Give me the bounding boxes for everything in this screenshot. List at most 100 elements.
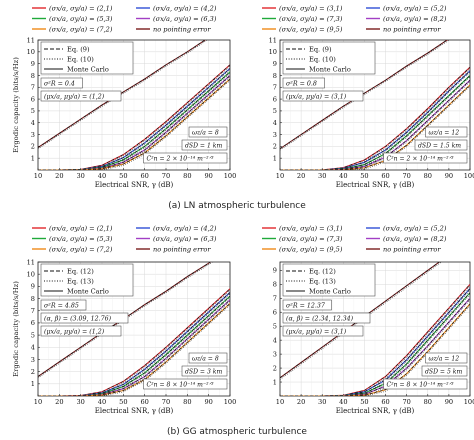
series-analytic-line — [280, 292, 470, 396]
y-tick-label: 5 — [273, 107, 277, 115]
y-tick-label: 6 — [273, 95, 277, 103]
y-tick-label: 8 — [31, 72, 35, 80]
legend-entry: (σx/a, σy/a) = (7,2) — [49, 25, 113, 33]
series-analytic-line — [280, 298, 470, 396]
param-box — [425, 126, 468, 138]
color-legend: (σx/a, σy/a) = (3,1) (σx/a, σy/a) = (5,2)… — [262, 4, 447, 33]
x-tick-label: 80 — [183, 172, 191, 180]
plot-frame — [279, 261, 471, 397]
param-text: σ²R = 12.37 — [286, 302, 325, 309]
x-tick-label: 30 — [318, 172, 326, 180]
chart-panel-4: (σx/a, σy/a) = (3,1) (σx/a, σy/a) = (5,2)… — [262, 224, 474, 415]
param-box — [181, 365, 228, 377]
param-box — [383, 378, 468, 390]
y-tick-label: 4 — [31, 119, 35, 127]
x-tick-label: 20 — [55, 172, 63, 180]
y-tick-label: 2 — [273, 143, 277, 151]
param-text: C²n = 2 × 10⁻¹⁴ m⁻²ᐟ³ — [147, 155, 215, 162]
x-tick-label: 70 — [402, 172, 410, 180]
x-tick-label: 50 — [119, 172, 127, 180]
style-legend: Eq. (9) Eq. (10) Monte Carlo — [40, 41, 134, 75]
param-text: C²n = 8 × 10⁻¹⁴ m⁻²ᐟ³ — [147, 381, 215, 388]
series-analytic-line — [280, 262, 440, 379]
style-legend-label: Eq. (10) — [67, 55, 94, 63]
x-tick-label: 20 — [55, 398, 63, 406]
y-tick-label: 9 — [31, 60, 35, 68]
x-tick-label: 100 — [464, 172, 474, 180]
series-asymptotic-line — [280, 71, 470, 170]
y-tick-label: 1 — [273, 378, 277, 386]
caption-b: (b) GG atmospheric turbulence — [167, 427, 307, 437]
y-tick-label: 5 — [31, 107, 35, 115]
plot-frame — [37, 261, 231, 397]
series-line — [280, 40, 449, 150]
param-box — [40, 325, 122, 337]
style-legend: Eq. (12) Eq. (13) Monte Carlo — [282, 263, 376, 297]
style-legend-label: Monte Carlo — [67, 65, 109, 73]
legend-entry: (σx/a, σy/a) = (5,2) — [383, 224, 447, 232]
param-text: dSD = 1.5 km — [418, 142, 461, 149]
param-text: (μx/a, μy/a) = (3,1) — [286, 93, 347, 100]
param-box — [414, 139, 468, 151]
legend-entry: (σx/a, σy/a) = (5,3) — [49, 15, 113, 23]
legend-entry: (σx/a, σy/a) = (3,1) — [279, 4, 343, 12]
param-box — [282, 325, 364, 337]
x-tick-label: 50 — [119, 398, 127, 406]
chart-panel-2: (σx/a, σy/a) = (3,1) (σx/a, σy/a) = (5,2)… — [262, 4, 474, 189]
x-tick-label: 80 — [183, 398, 191, 406]
series-asymptotic-line — [38, 297, 230, 396]
caption-a: (a) LN atmospheric turbulence — [168, 201, 306, 211]
y-tick-label: 7 — [273, 295, 277, 303]
x-tick-label: 40 — [98, 172, 106, 180]
x-tick-label: 70 — [402, 398, 410, 406]
param-boxes: σ²R = 12.37 (α, β) = (2.34, 12.34) (μx/a, … — [282, 299, 371, 337]
series-analytic-line — [280, 84, 470, 170]
x-axis-label: Electrical SNR, γ (dB) — [95, 407, 174, 415]
x-tick-label: 10 — [34, 398, 42, 406]
x-tick-label: 60 — [381, 172, 389, 180]
y-tick-label: 3 — [31, 356, 35, 364]
y-tick-label: 3 — [273, 131, 277, 139]
legend-entry: (σx/a, σy/a) = (5,2) — [383, 4, 447, 12]
legend-entry: (σx/a, σy/a) = (9,5) — [279, 25, 343, 33]
y-axis-label: Ergodic capacity (bits/s/Hz) — [12, 57, 20, 153]
series-asymptotic-line — [38, 304, 230, 396]
param-boxes: σ²R = 0.4 (μx/a, μy/a) = (1,2) — [40, 77, 122, 102]
y-tick-label: 6 — [31, 319, 35, 327]
style-legend-label: Eq. (10) — [309, 55, 336, 63]
y-tick-label: 4 — [31, 344, 35, 352]
chart-panel-3: (σx/a, σy/a) = (2,1) (σx/a, σy/a) = (4,2)… — [12, 224, 236, 415]
y-tick-label: 10 — [269, 48, 277, 56]
legend-entry: (σx/a, σy/a) = (2,1) — [49, 4, 113, 12]
legend-entry: no pointing error — [153, 25, 211, 33]
legend-entry: (σx/a, σy/a) = (4,2) — [153, 224, 217, 232]
param-box — [188, 126, 228, 138]
x-tick-label: 10 — [276, 398, 284, 406]
y-tick-label: 2 — [273, 364, 277, 372]
param-text: (μx/a, μy/a) = (3,1) — [286, 328, 347, 335]
param-box — [421, 365, 468, 377]
y-tick-label: 7 — [273, 84, 277, 92]
param-text: C²n = 2 × 10⁻¹⁴ m⁻²ᐟ³ — [387, 155, 455, 162]
series-asymptotic-line — [280, 68, 470, 170]
series-asymptotic-line — [280, 40, 450, 151]
style-legend-label: Monte Carlo — [309, 65, 351, 73]
x-axis-label: Electrical SNR, γ (dB) — [336, 407, 415, 415]
x-tick-label: 60 — [140, 172, 148, 180]
param-text: C²n = 8 × 10⁻¹⁴ m⁻²ᐟ³ — [387, 381, 455, 388]
param-text: σ²R = 0.4 — [44, 80, 75, 87]
y-tick-label: 6 — [273, 309, 277, 317]
x-tick-label: 70 — [162, 398, 170, 406]
param-box — [40, 299, 87, 311]
y-tick-label: 7 — [31, 307, 35, 315]
legend-entry: (σx/a, σy/a) = (6,3) — [153, 15, 217, 23]
param-box — [282, 312, 371, 324]
legend-entry: (σx/a, σy/a) = (7,3) — [279, 235, 343, 243]
legend-entry: (σx/a, σy/a) = (7,2) — [49, 245, 113, 253]
style-legend-label: Monte Carlo — [67, 287, 109, 295]
series-asymptotic-line — [280, 81, 470, 170]
param-boxes-right: ωz/a = 12 dSD = 5 km C²n = 8 × 10⁻¹⁴ m⁻²ᐟ³ — [383, 352, 468, 390]
param-text: (μx/a, μy/a) = (1,2) — [44, 328, 105, 335]
param-text: dSD = 1 km — [185, 142, 222, 149]
